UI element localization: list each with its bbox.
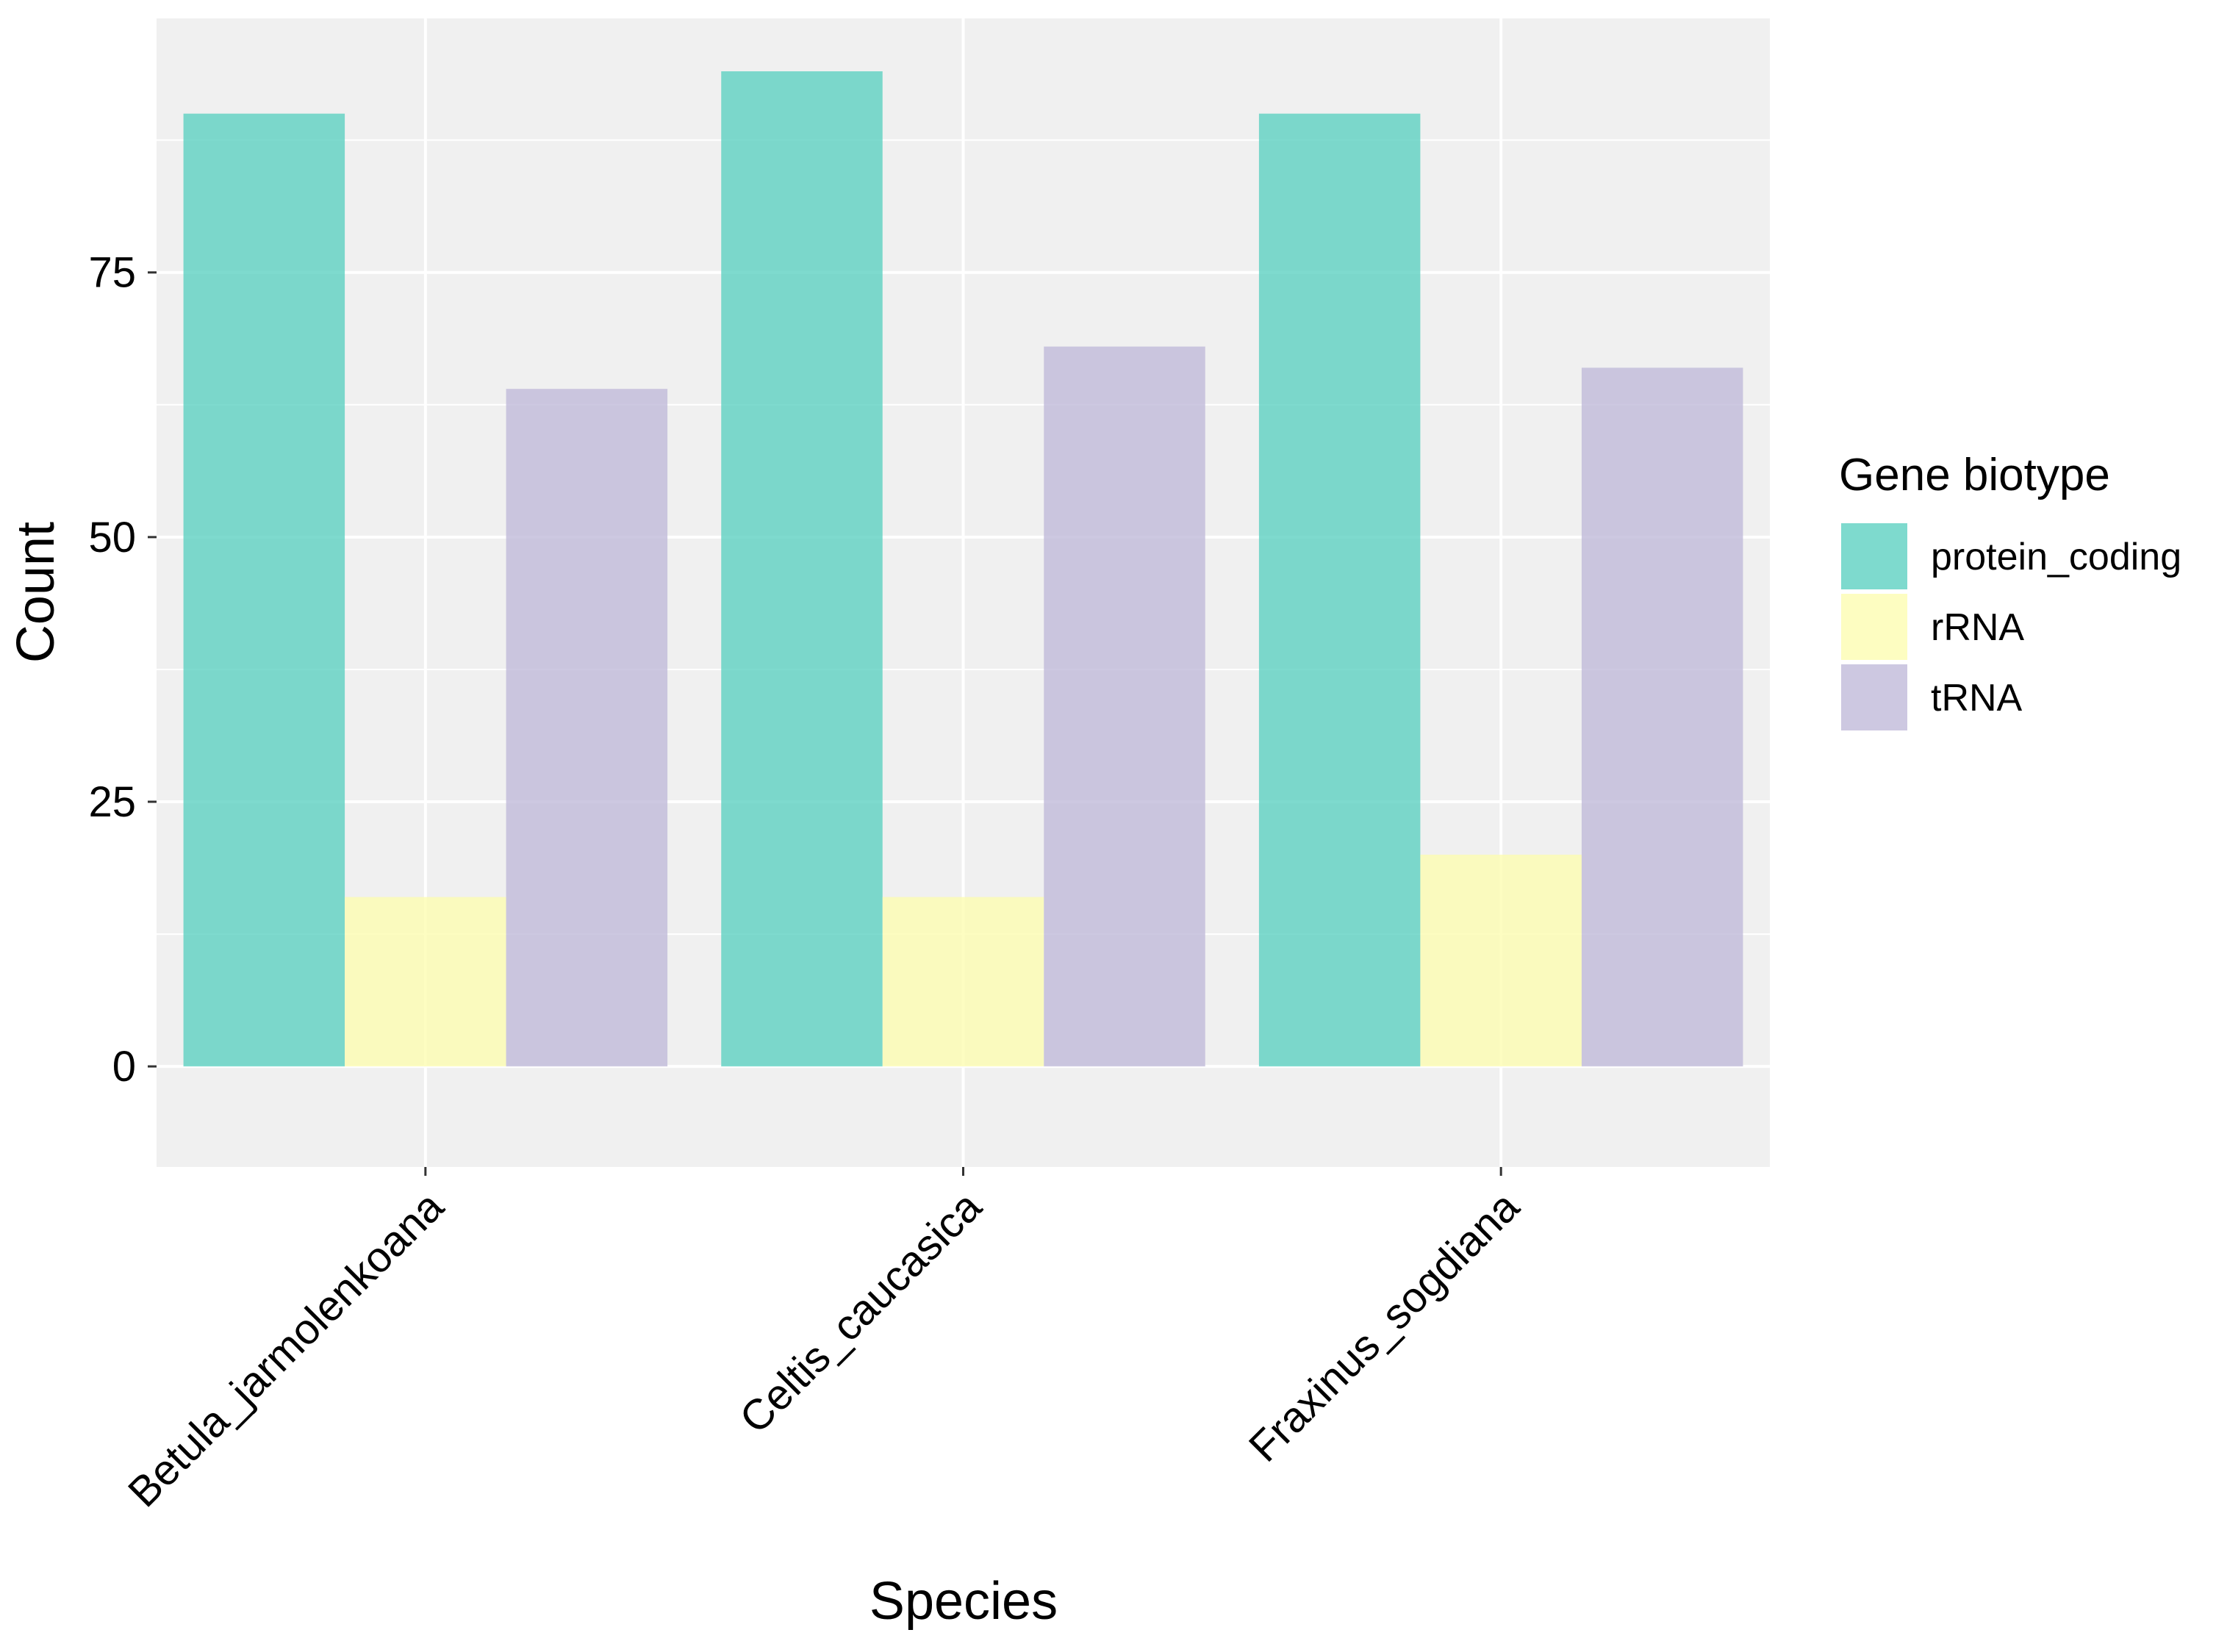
bar-protein_coding-Fraxinus_sogdiana (1258, 113, 1421, 1067)
x-tick-label: Fraxinus_sogdiana (1240, 1182, 1529, 1471)
y-tick-label: 50 (88, 514, 136, 561)
y-axis-title: Count (7, 522, 65, 663)
bar-tRNA-Fraxinus_sogdiana (1581, 367, 1743, 1067)
legend: Gene biotype protein_coding rRNA tRNA (1839, 450, 2181, 730)
y-tick-label: 75 (88, 249, 136, 297)
y-tick-label: 25 (88, 778, 136, 826)
legend-key-protein_coding (1841, 523, 1907, 589)
bar-tRNA-Celtis_caucasica (1044, 346, 1205, 1067)
legend-key-rRNA (1841, 594, 1907, 660)
x-tick-label: Celtis_caucasica (731, 1182, 991, 1443)
x-tick-label: Betula_jarmolenkoana (119, 1182, 453, 1517)
legend-label-protein_coding: protein_coding (1931, 536, 2181, 578)
legend-key-tRNA (1841, 664, 1907, 730)
bars (183, 71, 1743, 1067)
legend-label-tRNA: tRNA (1931, 677, 2023, 719)
bar-protein_coding-Betula_jarmolenkoana (183, 113, 345, 1067)
bar-tRNA-Betula_jarmolenkoana (506, 389, 668, 1067)
y-tick-label: 0 (112, 1043, 136, 1091)
bar-rRNA-Betula_jarmolenkoana (345, 897, 506, 1067)
x-axis-title: Species (869, 1572, 1058, 1631)
legend-label-rRNA: rRNA (1931, 606, 2024, 649)
bar-rRNA-Fraxinus_sogdiana (1420, 855, 1582, 1067)
legend-title: Gene biotype (1839, 450, 2110, 500)
bar-protein_coding-Celtis_caucasica (721, 71, 883, 1067)
x-axis-ticks: Betula_jarmolenkoana Celtis_caucasica Frax… (119, 1167, 1529, 1516)
bar-rRNA-Celtis_caucasica (882, 897, 1044, 1067)
y-axis-ticks: 0 25 50 75 (88, 249, 157, 1091)
legend-items: protein_coding rRNA tRNA (1841, 523, 2181, 730)
